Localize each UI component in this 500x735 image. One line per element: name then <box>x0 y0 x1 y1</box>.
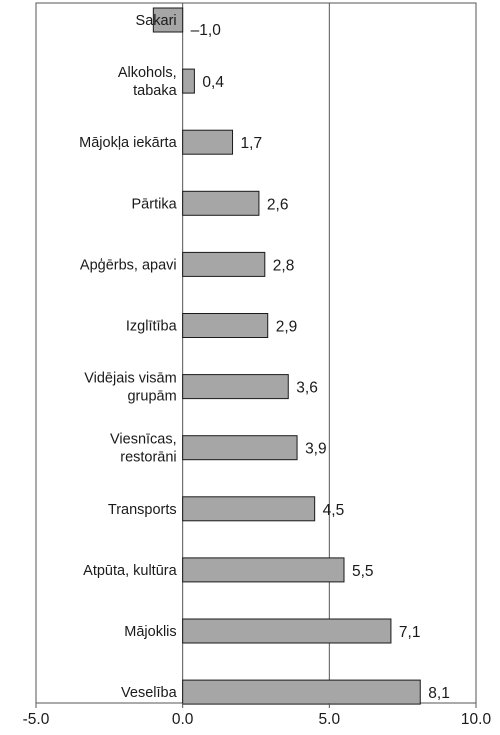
value-label: 1,7 <box>241 135 263 152</box>
value-label: 7,1 <box>399 624 421 641</box>
value-label: 2,8 <box>273 257 295 274</box>
bar <box>182 190 260 216</box>
category-labels: Sakari Alkohols, tabaka Mājokļa iekārta Pārt… <box>79 13 177 701</box>
category-label: Pārtika <box>132 196 178 212</box>
bar <box>182 129 234 155</box>
category-label: Mājokļa iekārta <box>79 135 177 151</box>
x-tick-label: 5.0 <box>319 711 341 728</box>
value-label: 8,1 <box>428 685 450 702</box>
x-axis-ticks: -5.0 0.0 5.0 10.0 <box>23 703 492 728</box>
bar <box>182 618 392 644</box>
bar <box>182 435 298 461</box>
bar <box>182 251 266 277</box>
x-tick-label: 10.0 <box>461 711 492 728</box>
plot-border <box>35 2 477 704</box>
plot-frame <box>35 2 477 704</box>
bar <box>182 679 421 705</box>
category-label: Apģērbs, apavi <box>80 257 177 273</box>
value-label: 2,9 <box>276 319 298 336</box>
category-label: Mājoklis <box>124 624 176 640</box>
x-tick-label: 0.0 <box>172 711 194 728</box>
category-label: Izglītība <box>126 319 178 335</box>
x-tick-label: -5.0 <box>23 711 50 728</box>
value-label: 0,4 <box>202 74 224 91</box>
gridlines <box>182 3 330 703</box>
bar <box>182 313 269 338</box>
value-label: 5,5 <box>352 563 374 580</box>
bar <box>182 68 195 94</box>
bar <box>182 496 316 522</box>
value-label: 3,9 <box>305 441 327 458</box>
value-label: 2,6 <box>267 196 289 213</box>
value-label: –1,0 <box>191 22 222 39</box>
bar <box>152 7 184 33</box>
category-label: Atpūta, kultūra <box>83 563 177 579</box>
category-label: Alkohols, tabaka <box>118 65 178 99</box>
value-label: 4,5 <box>323 502 345 519</box>
bar <box>182 374 289 400</box>
category-label: Sakari <box>136 13 177 29</box>
category-label: Veselība <box>121 685 178 701</box>
category-label: Transports <box>108 502 177 518</box>
value-labels: –1,0 0,4 1,7 2,6 2,8 2,9 3,6 3,9 4,5 5,5 7,1 8,1 <box>191 22 450 702</box>
category-label: Viesnīcas, restorāni <box>110 432 177 466</box>
category-label: Vidējais visām grupām <box>84 371 176 405</box>
bar <box>182 557 345 583</box>
value-label: 3,6 <box>296 380 318 397</box>
bars <box>152 7 421 705</box>
